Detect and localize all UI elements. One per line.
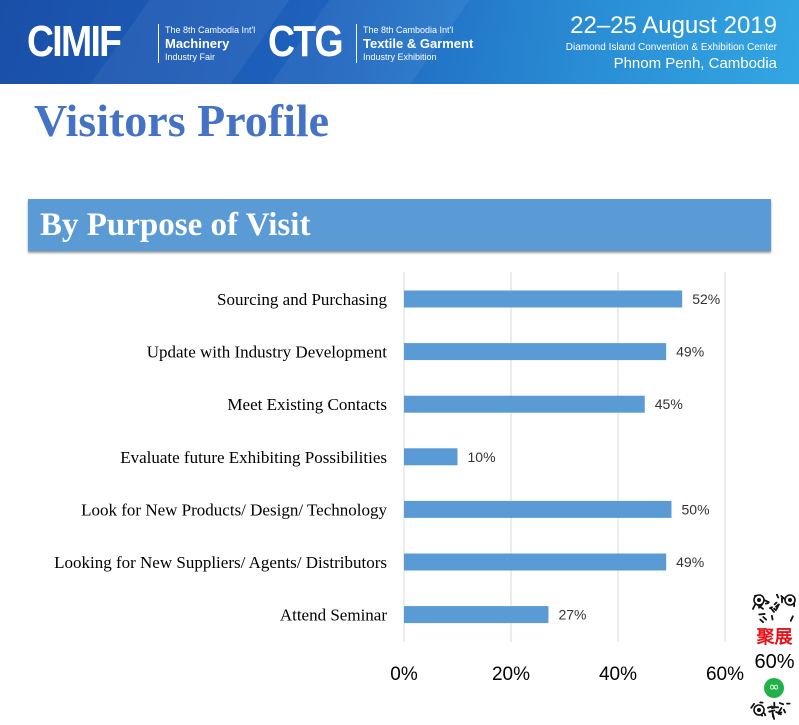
x-tick-label: 40% <box>599 664 637 685</box>
qr-brand: 聚展 <box>750 628 799 648</box>
category-label: Update with Industry Development <box>147 343 388 362</box>
category-label: Looking for New Suppliers/ Agents/ Distr… <box>54 553 387 572</box>
category-label: Evaluate future Exhibiting Possibilities <box>120 448 387 467</box>
x-tick-label: 60% <box>706 664 744 685</box>
bar <box>404 448 458 465</box>
bar <box>404 501 672 518</box>
bar <box>404 396 645 413</box>
bar <box>404 291 682 308</box>
data-label: 52% <box>692 291 720 307</box>
qr-overlay-text: 60% <box>750 651 799 673</box>
bar <box>404 343 666 360</box>
data-label: 49% <box>676 344 704 360</box>
data-label: 27% <box>558 607 586 623</box>
category-label: Attend Seminar <box>280 606 388 625</box>
category-label: Look for New Products/ Design/ Technolog… <box>81 500 387 519</box>
data-label: 50% <box>682 501 710 517</box>
data-label: 10% <box>468 449 496 465</box>
category-label: Meet Existing Contacts <box>227 395 387 414</box>
bar <box>404 606 548 623</box>
x-tick-label: 0% <box>390 664 418 685</box>
category-label: Sourcing and Purchasing <box>217 290 387 309</box>
bar <box>404 554 666 571</box>
x-tick-label: 20% <box>492 664 530 685</box>
data-label: 49% <box>676 554 704 570</box>
mini-program-icon: ∞ <box>764 678 784 698</box>
data-label: 45% <box>655 396 683 412</box>
qr-code: 聚展 60% ∞ <box>750 590 799 720</box>
